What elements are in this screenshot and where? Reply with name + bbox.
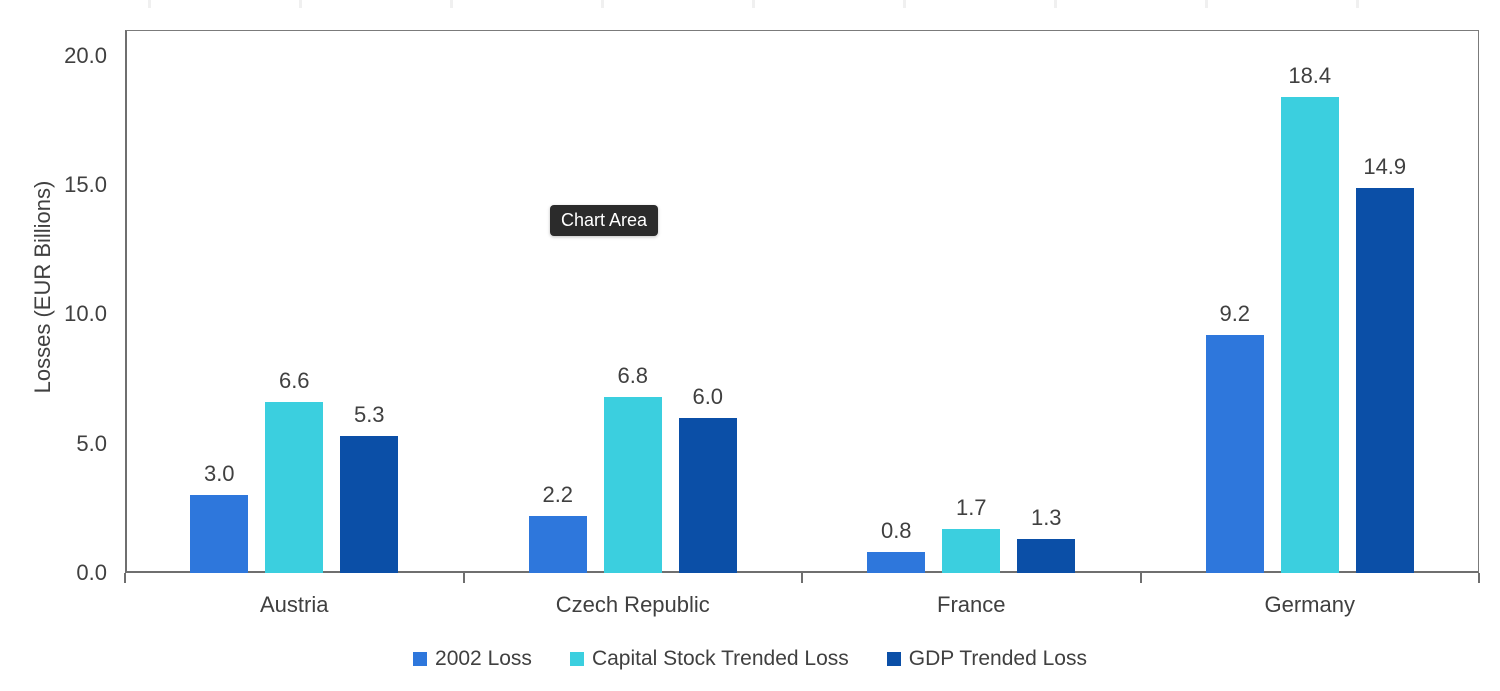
y-axis-title: Losses (EUR Billions) <box>30 180 55 394</box>
bar-data-label: 1.7 <box>955 495 987 521</box>
bar-austria-series-2[interactable] <box>265 402 324 573</box>
y-axis-tick-label: 20.0 <box>64 42 107 68</box>
bar-france-series-1[interactable] <box>867 552 926 573</box>
x-axis-tick-mark <box>1478 573 1480 583</box>
category-label-czech-republic: Czech Republic <box>555 592 710 617</box>
legend-swatch-icon <box>413 652 428 666</box>
chart-legend: 2002 Loss Capital Stock Trended Loss GDP T… <box>0 647 1500 671</box>
bar-austria-series-1[interactable] <box>190 495 249 573</box>
y-axis-tick-label: 10.0 <box>64 301 107 327</box>
category-label-germany: Germany <box>1264 592 1355 617</box>
bar-czech-republic-series-3[interactable] <box>678 417 737 573</box>
bar-data-label: 18.4 <box>1288 63 1332 89</box>
bar-czech-republic-series-2[interactable] <box>603 397 662 573</box>
legend-item-gdp-trended-loss[interactable]: GDP Trended Loss <box>886 647 1087 671</box>
x-axis-tick-mark <box>1139 573 1142 583</box>
bar-germany-series-2[interactable] <box>1280 97 1339 573</box>
bar-germany-series-1[interactable] <box>1205 335 1264 573</box>
legend-label: Capital Stock Trended Loss <box>591 647 849 670</box>
bar-data-label: 3.0 <box>203 461 235 487</box>
bar-data-label: 6.6 <box>278 368 310 394</box>
legend-swatch-icon <box>886 652 901 666</box>
bar-data-label: 6.0 <box>692 383 724 409</box>
x-axis-tick-mark <box>124 573 126 583</box>
chart-area-tooltip: Chart Area <box>550 205 659 236</box>
bar-germany-series-3[interactable] <box>1355 187 1414 573</box>
y-axis-tick-label: 15.0 <box>64 172 107 198</box>
bar-data-label: 0.8 <box>880 518 912 544</box>
bar-data-label: 6.8 <box>617 363 649 389</box>
bar-czech-republic-series-1[interactable] <box>528 516 587 573</box>
x-axis-tick-mark <box>801 573 803 583</box>
bar-data-label: 1.3 <box>1030 505 1062 531</box>
bar-data-label: 14.9 <box>1363 153 1407 179</box>
y-axis-tick-label: 5.0 <box>76 430 107 456</box>
legend-label: GDP Trended Loss <box>908 647 1087 670</box>
bar-austria-series-3[interactable] <box>340 435 399 573</box>
legend-label: 2002 Loss <box>435 647 532 670</box>
bar-data-label: 9.2 <box>1219 301 1251 327</box>
bar-france-series-2[interactable] <box>942 529 1001 573</box>
category-label-austria: Austria <box>260 592 329 617</box>
bar-data-label: 2.2 <box>542 482 574 508</box>
plot-area[interactable] <box>125 30 1479 573</box>
legend-item-capital-stock-trended-loss[interactable]: Capital Stock Trended Loss <box>569 647 849 671</box>
legend-item-2002-loss[interactable]: 2002 Loss <box>413 647 532 671</box>
chart-area-tooltip-label: Chart Area <box>561 210 648 230</box>
y-axis-tick-label: 0.0 <box>76 560 107 585</box>
legend-swatch-icon <box>569 652 584 666</box>
bar-data-label: 5.3 <box>353 401 385 427</box>
x-axis-tick-mark <box>462 573 465 583</box>
category-label-france: France <box>937 592 1006 617</box>
bar-france-series-3[interactable] <box>1017 539 1076 573</box>
clipped-spreadsheet-row <box>0 0 1500 8</box>
